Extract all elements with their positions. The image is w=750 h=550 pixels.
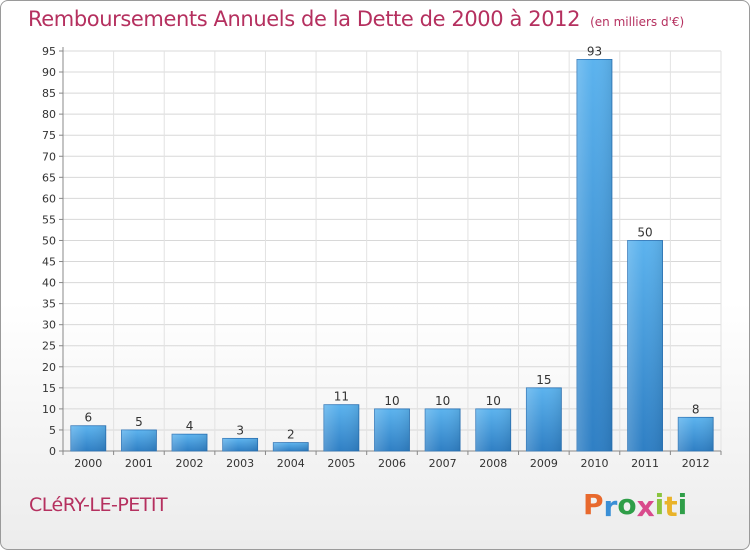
logo-letter: o (617, 488, 637, 521)
y-tick-label: 60 (42, 192, 56, 205)
x-tick-label: 2008 (479, 457, 507, 470)
x-tick-label: 2009 (530, 457, 558, 470)
logo-letter: t (664, 490, 678, 523)
data-label: 5 (135, 415, 143, 429)
logo-letter: i (654, 488, 665, 521)
chart-title: Remboursements Annuels de la Dette de 20… (28, 7, 684, 31)
data-label: 15 (536, 373, 551, 387)
x-tick-label: 2005 (327, 457, 355, 470)
x-tick-label: 2007 (429, 457, 457, 470)
data-label: 3 (236, 423, 244, 437)
grid-lines (62, 50, 722, 452)
y-tick-label: 55 (42, 213, 56, 226)
bar-highlight (222, 438, 258, 451)
y-tick-label: 85 (42, 87, 56, 100)
x-tick-label: 2006 (378, 457, 406, 470)
logo-letter: P (583, 488, 604, 521)
bar-highlight (678, 417, 714, 451)
x-tick-label: 2001 (125, 457, 153, 470)
y-tick-label: 0 (49, 445, 56, 458)
bar-highlight (70, 425, 106, 451)
data-label: 50 (637, 225, 652, 239)
data-label: 8 (692, 402, 700, 416)
data-labels: 6 5 4 3 2 11 10 10 10 15 93 50 8 (84, 44, 699, 441)
y-tick-label: 35 (42, 298, 56, 311)
x-tick-label: 2002 (176, 457, 204, 470)
data-label: 10 (384, 394, 399, 408)
data-label: 11 (334, 390, 349, 404)
y-tick-label: 5 (49, 424, 56, 437)
x-tick-label: 2012 (682, 457, 710, 470)
y-tick-label: 10 (42, 403, 56, 416)
x-tick-label: 2004 (277, 457, 305, 470)
bar-highlight (273, 442, 309, 451)
y-tick-label: 30 (42, 319, 56, 332)
data-label: 6 (84, 411, 92, 425)
y-tick-label: 50 (42, 234, 56, 247)
logo-letter: r (603, 490, 618, 523)
bar-highlight (627, 240, 663, 451)
y-tick-label: 65 (42, 171, 56, 184)
data-label: 10 (486, 394, 501, 408)
x-tick-label: 2000 (74, 457, 102, 470)
bar-highlight (526, 387, 562, 451)
bar-highlight (323, 404, 359, 451)
y-tick-label: 70 (42, 150, 56, 163)
y-tick-label: 20 (42, 361, 56, 374)
x-tick-label: 2010 (580, 457, 608, 470)
y-tick-label: 25 (42, 340, 56, 353)
data-label: 4 (186, 419, 194, 433)
y-tick-label: 40 (42, 277, 56, 290)
bars (70, 59, 714, 452)
y-tick-labels: 0 5 10 15 20 25 30 35 40 45 50 55 60 65 70 75 80 85 90 95 (42, 45, 56, 458)
y-tick-label: 15 (42, 382, 56, 395)
y-tick-label: 80 (42, 108, 56, 121)
chart-subtitle: (en milliers d'€) (590, 15, 685, 29)
bar-highlight (121, 429, 157, 451)
y-tick-label: 45 (42, 256, 56, 269)
y-tick-label: 95 (42, 45, 56, 58)
x-tick-labels: 2000 2001 2002 2003 2004 2005 2006 2007 2008 2009… (74, 457, 709, 470)
bar-highlight (576, 59, 612, 451)
bar-highlight (475, 408, 511, 451)
bar-highlight (374, 408, 410, 451)
x-tick-label: 2011 (631, 457, 659, 470)
y-tick-label: 90 (42, 66, 56, 79)
bar-highlight (425, 408, 461, 451)
data-label: 93 (587, 44, 602, 58)
title-text: Remboursements Annuels de la Dette de 20… (28, 7, 581, 31)
bar-highlight (172, 434, 208, 451)
logo-letter: x (636, 490, 655, 523)
data-label: 10 (435, 394, 450, 408)
data-label: 2 (287, 428, 295, 442)
commune-name: CLéRY-LE-PETIT (29, 494, 168, 516)
logo-letter: i (677, 488, 688, 521)
y-tick-label: 75 (42, 129, 56, 142)
x-tick-label: 2003 (226, 457, 254, 470)
proxiti-logo: Proxiti (583, 488, 688, 523)
